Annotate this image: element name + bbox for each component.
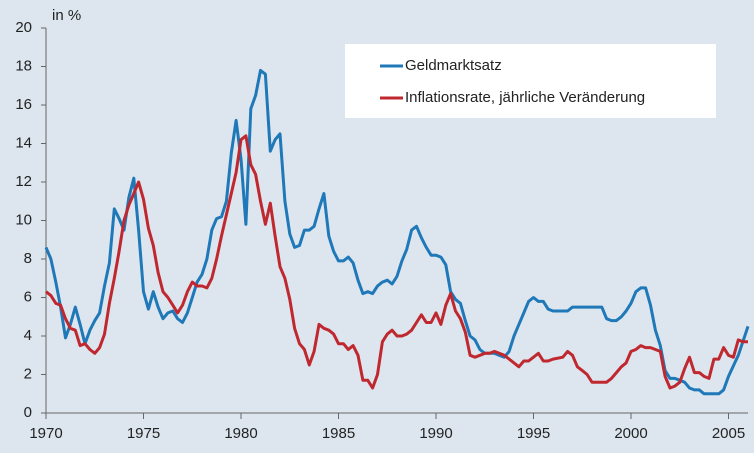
y-tick-label: 2 bbox=[24, 365, 32, 382]
y-tick-label: 10 bbox=[15, 211, 32, 228]
y-tick-label: 20 bbox=[15, 19, 32, 36]
y-tick-label: 8 bbox=[24, 250, 32, 267]
x-tick-label: 2000 bbox=[614, 425, 647, 442]
legend-label: Inflationsrate, jährliche Veränderung bbox=[405, 89, 645, 106]
y-tick-label: 18 bbox=[15, 57, 32, 74]
x-tick-label: 1975 bbox=[127, 425, 160, 442]
x-tick-label: 1985 bbox=[322, 425, 355, 442]
legend-label: Geldmarktsatz bbox=[405, 57, 502, 74]
y-axis-label: in % bbox=[52, 7, 81, 24]
line bbox=[44, 68, 750, 396]
line bbox=[45, 134, 748, 390]
legend bbox=[345, 44, 716, 118]
y-tick-label: 0 bbox=[24, 404, 32, 421]
y-tick-label: 6 bbox=[24, 288, 32, 305]
y-tick-label: 4 bbox=[24, 327, 32, 344]
x-tick-label: 1980 bbox=[224, 425, 257, 442]
y-tick-label: 12 bbox=[15, 173, 32, 190]
x-tick-label: 1995 bbox=[517, 425, 550, 442]
y-tick-label: 16 bbox=[15, 96, 32, 113]
y-tick-label: 14 bbox=[15, 134, 32, 151]
x-tick-label: 1990 bbox=[419, 425, 452, 442]
x-tick-label: 1970 bbox=[29, 425, 62, 442]
x-tick-label: 2005 bbox=[712, 425, 745, 442]
